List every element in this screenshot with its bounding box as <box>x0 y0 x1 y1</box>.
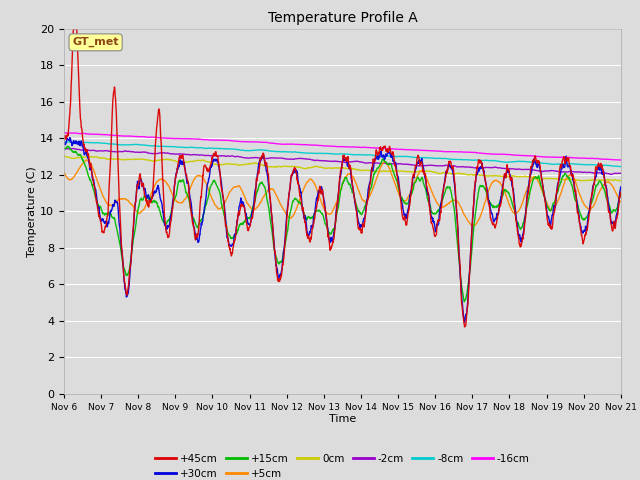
Y-axis label: Temperature (C): Temperature (C) <box>28 166 37 257</box>
Legend: +45cm, +30cm, +15cm, +5cm, 0cm, -2cm, -8cm, -16cm: +45cm, +30cm, +15cm, +5cm, 0cm, -2cm, -8… <box>151 450 534 480</box>
Title: Temperature Profile A: Temperature Profile A <box>268 11 417 25</box>
X-axis label: Time: Time <box>329 414 356 424</box>
Text: GT_met: GT_met <box>72 37 119 48</box>
